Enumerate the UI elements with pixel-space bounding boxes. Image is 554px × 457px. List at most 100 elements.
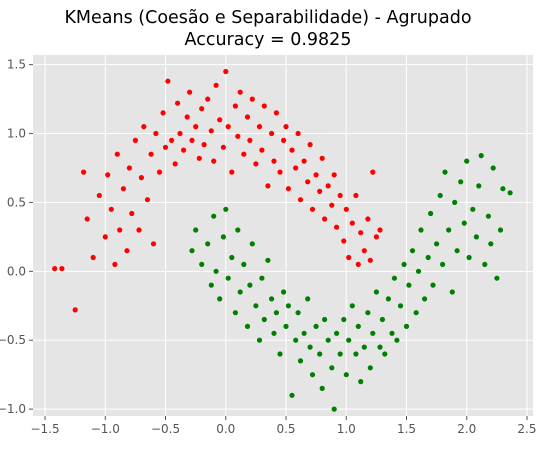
scatter-point [365, 216, 371, 222]
x-tick-label: 1.5 [397, 422, 416, 436]
scatter-point [319, 385, 325, 391]
grid-lines [33, 55, 533, 416]
y-tick-label: 0.5 [7, 195, 26, 209]
scatter-point [148, 151, 154, 157]
scatter-point [397, 303, 404, 309]
y-tick-label: −0.5 [0, 333, 26, 347]
scatter-point [249, 96, 255, 102]
x-tick-label: 2.0 [457, 422, 476, 436]
scatter-point [187, 89, 193, 95]
scatter-point [313, 172, 319, 178]
scatter-point [285, 186, 291, 192]
scatter-point [305, 296, 311, 302]
scatter-point [199, 106, 205, 112]
scatter-point [181, 147, 187, 153]
scatter-point [379, 316, 385, 323]
scatter-point [117, 227, 123, 233]
scatter-point [373, 234, 379, 240]
scatter-point [317, 188, 323, 194]
scatter-point [169, 137, 175, 143]
scatter-point [365, 310, 371, 316]
scatter-point [385, 296, 391, 302]
y-axis-ticks: −1.0 −0.5 0.0 0.5 1.0 1.5 [0, 58, 33, 416]
scatter-point [249, 241, 255, 247]
scatter-point [409, 248, 416, 254]
scatter-point [217, 117, 223, 123]
scatter-point [265, 183, 271, 189]
scatter-point [401, 261, 407, 267]
scatter-point [235, 133, 241, 139]
scatter-point [353, 351, 359, 357]
scatter-point [232, 310, 238, 316]
scatter-point [244, 323, 251, 329]
scatter-point [403, 323, 410, 329]
y-tick-label: 0.0 [7, 264, 26, 278]
scatter-point [162, 144, 169, 150]
x-tick-label: −1.5 [30, 422, 59, 436]
scatter-point [494, 275, 500, 281]
plot-area [33, 55, 533, 416]
scatter-point [346, 337, 352, 343]
scatter-point [437, 192, 443, 199]
scatter-point [175, 100, 181, 106]
scatter-point [153, 130, 159, 137]
scatter-point [349, 303, 355, 309]
scatter-point [124, 248, 130, 254]
scatter-point [281, 137, 287, 143]
scatter-point [355, 323, 361, 329]
scatter-point [177, 130, 183, 137]
scatter-point [293, 337, 299, 343]
scatter-point [406, 282, 412, 288]
x-tick-label: 1.0 [337, 422, 356, 436]
scatter-point [425, 254, 431, 261]
scatter-point [283, 124, 289, 130]
scatter-point [309, 372, 316, 378]
scatter-point [271, 330, 277, 336]
scatter-point [319, 155, 325, 161]
scatter-point [454, 248, 460, 254]
y-tick-label: 1.5 [7, 58, 26, 72]
scatter-point [377, 344, 383, 350]
x-tick-label: 2.5 [517, 422, 536, 436]
scatter-point [229, 254, 235, 261]
scatter-point [358, 230, 364, 236]
scatter-point [353, 192, 359, 199]
scatter-point [213, 268, 219, 274]
scatter-point [334, 330, 340, 336]
scatter-point [473, 234, 479, 240]
scatter-point [361, 248, 367, 254]
scatter-point [223, 206, 229, 212]
scatter-point [434, 241, 440, 247]
scatter-point [265, 257, 271, 263]
scatter-point [361, 344, 367, 350]
scatter-point [349, 220, 355, 226]
scatter-point [422, 296, 428, 302]
scatter-point [150, 241, 157, 247]
scatter-point [225, 275, 231, 281]
scatter-point [488, 241, 494, 247]
scatter-point [247, 137, 253, 143]
scatter-point [331, 172, 337, 178]
scatter-point [283, 323, 289, 329]
scatter-point [293, 165, 299, 171]
scatter-point [96, 192, 102, 199]
scatter-point [232, 103, 238, 109]
scatter-point [205, 241, 211, 247]
scatter-point [297, 358, 304, 364]
scatter-point [490, 165, 496, 171]
scatter-point [317, 351, 323, 357]
scatter-point [244, 114, 251, 120]
data-points [52, 68, 513, 412]
scatter-point [84, 216, 90, 222]
scatter-point [196, 155, 202, 161]
scatter-point [289, 392, 295, 398]
scatter-point [329, 365, 335, 371]
scatter-point [256, 337, 263, 343]
chart-title-line-1: KMeans (Coesão e Separabilidade) - Agrup… [64, 8, 471, 28]
scatter-point [341, 316, 347, 323]
scatter-point [108, 206, 114, 212]
scatter-point [90, 254, 96, 261]
scatter-point [464, 158, 470, 164]
scatter-point [205, 96, 211, 102]
scatter-point [430, 282, 436, 288]
